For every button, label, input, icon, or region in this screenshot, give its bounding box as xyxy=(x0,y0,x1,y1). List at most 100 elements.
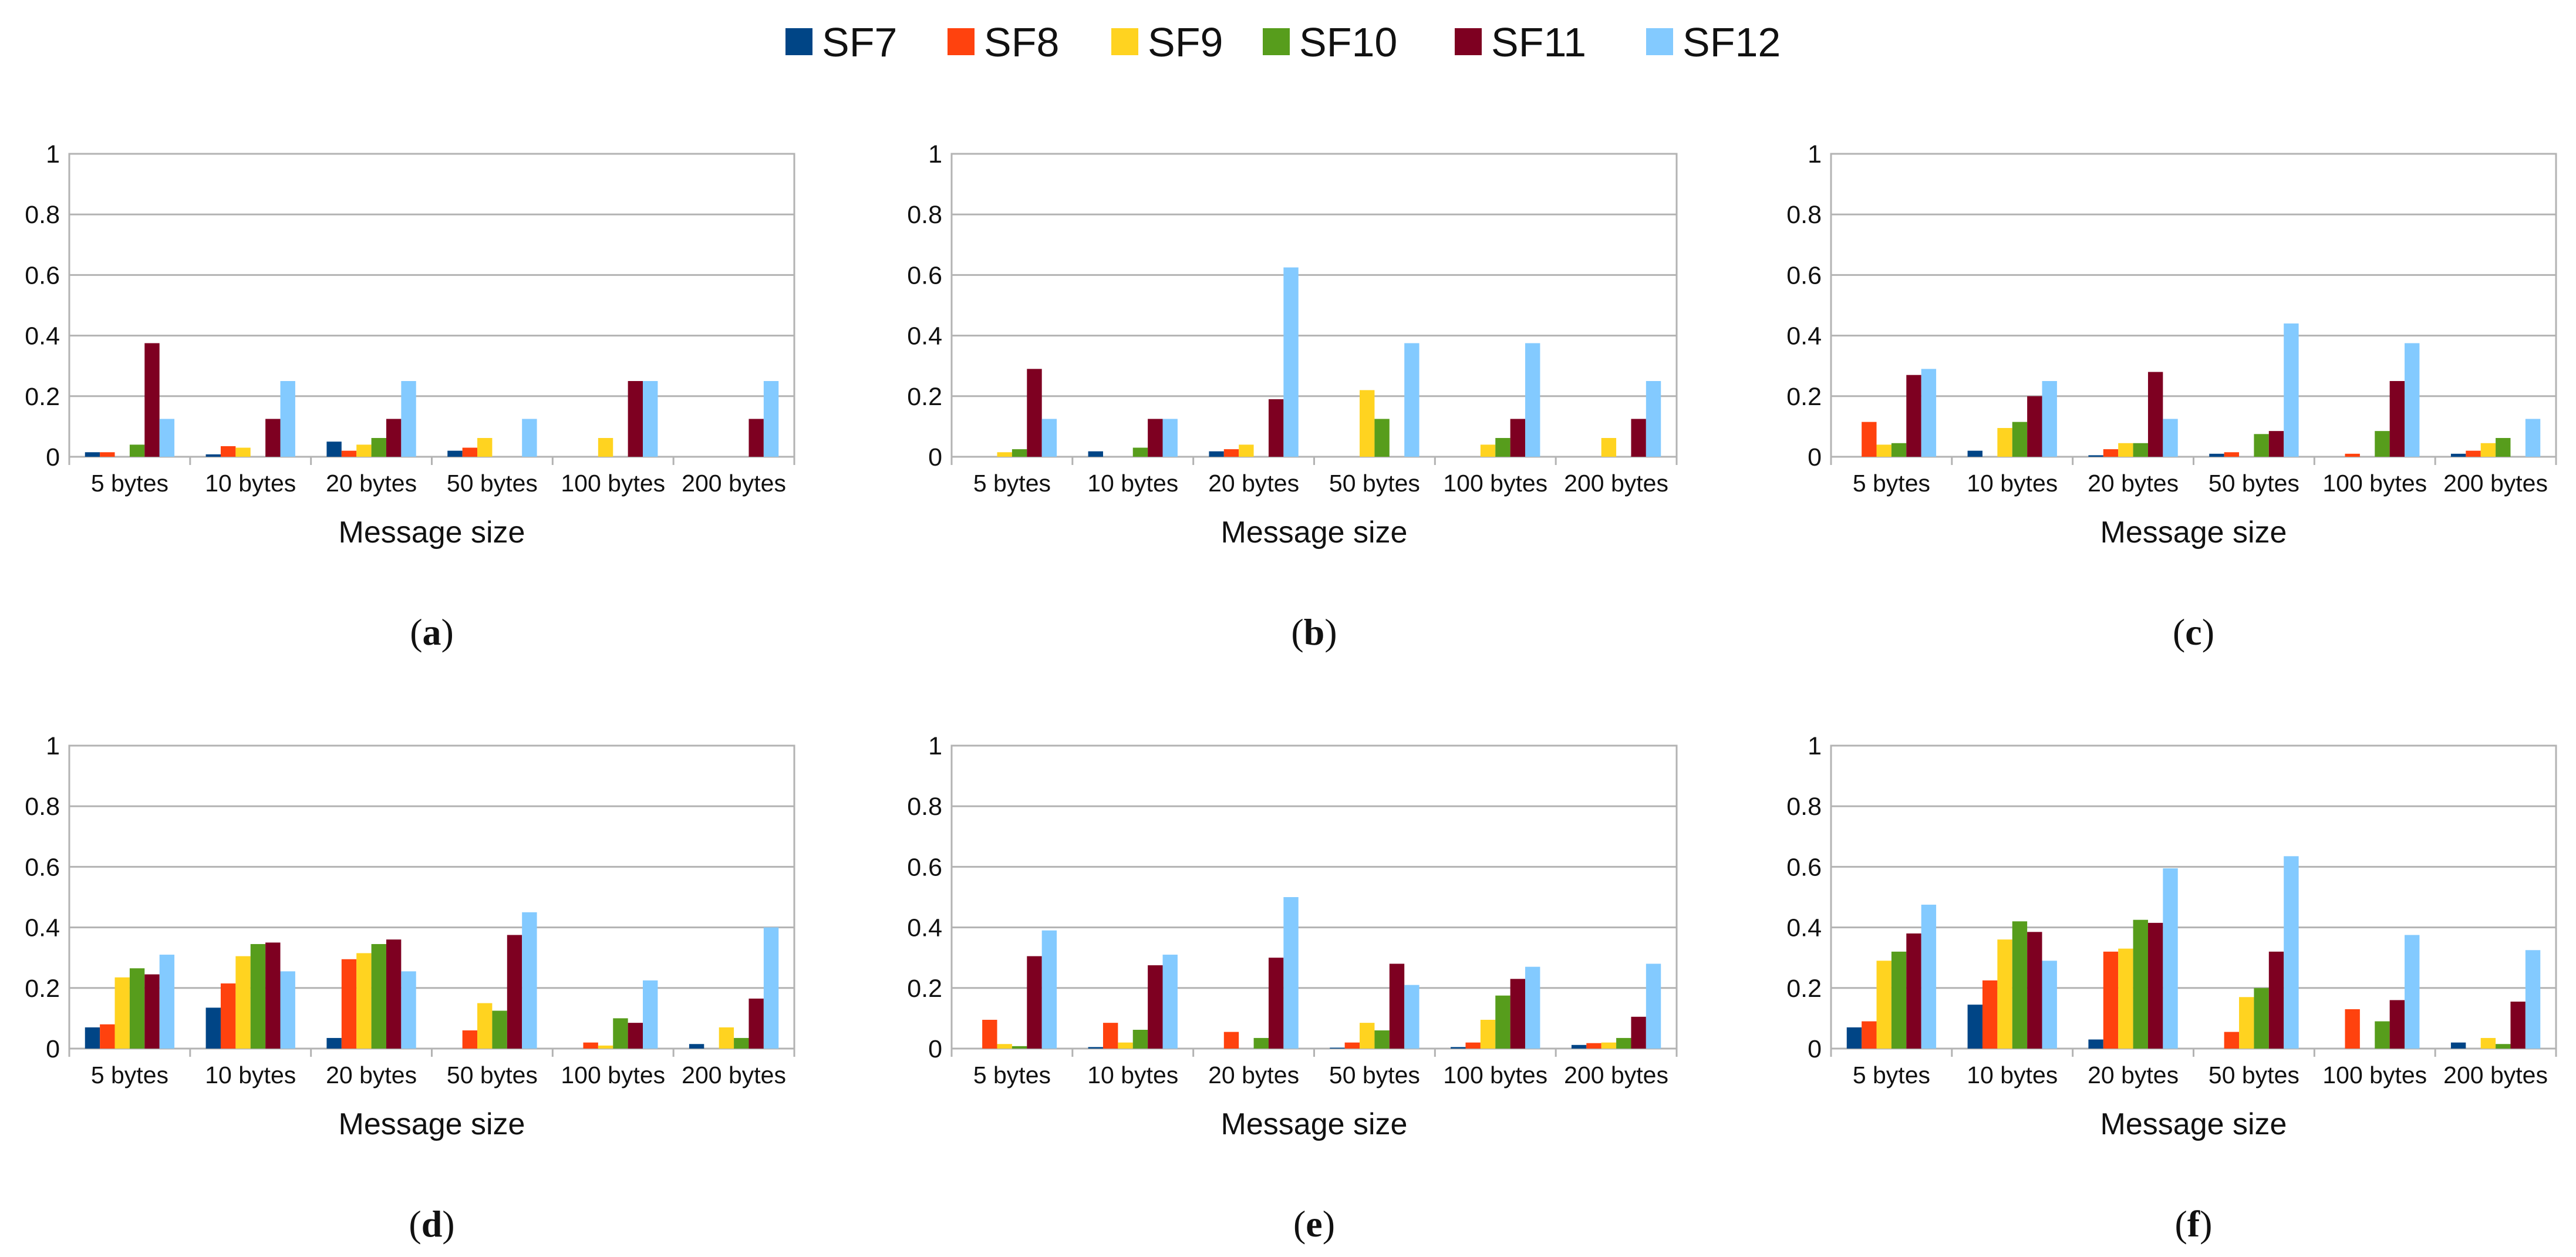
bar-sf11-2 xyxy=(265,942,281,1049)
y-tick-label: 0.4 xyxy=(907,914,942,942)
x-tick-label: 200 bytes xyxy=(2443,470,2548,497)
y-tick-label: 0.6 xyxy=(25,261,60,289)
bar-sf9-4 xyxy=(2239,997,2254,1049)
bar-sf9-5 xyxy=(1480,444,1496,457)
bar-sf9-2 xyxy=(1997,939,2012,1049)
bar-sf10-5 xyxy=(2375,1021,2390,1049)
bar-sf11-5 xyxy=(1510,419,1526,457)
bar-sf10-4 xyxy=(1374,419,1390,457)
x-tick-label: 50 bytes xyxy=(1329,470,1420,497)
bar-sf10-5 xyxy=(1495,995,1510,1049)
bar-sf10-4 xyxy=(2254,988,2269,1049)
bar-sf12-4 xyxy=(1404,985,1420,1049)
bar-sf10-2 xyxy=(2012,422,2028,457)
bar-sf8-3 xyxy=(2103,449,2119,457)
legend-swatch xyxy=(1455,28,1482,55)
legend-label: SF12 xyxy=(1683,19,1781,65)
bar-sf7-1 xyxy=(85,452,100,457)
bar-sf10-6 xyxy=(734,1037,749,1049)
y-tick-label: 0 xyxy=(928,1035,942,1063)
bar-sf12-6 xyxy=(2525,950,2541,1049)
bar-sf7-6 xyxy=(2450,1042,2466,1049)
bar-sf7-2 xyxy=(1967,1005,1982,1049)
bar-sf8-3 xyxy=(341,450,357,457)
bar-sf8-3 xyxy=(1223,1032,1239,1049)
x-tick-label: 100 bytes xyxy=(2322,1061,2427,1088)
legend-label: SF11 xyxy=(1491,19,1586,65)
bar-sf12-1 xyxy=(1041,419,1057,457)
plot-frame xyxy=(950,153,1678,458)
bar-sf10-6 xyxy=(1616,1037,1631,1049)
bar-sf10-1 xyxy=(1011,1046,1027,1049)
bar-sf8-2 xyxy=(1982,980,1998,1049)
bar-sf9-1 xyxy=(997,1044,1012,1049)
bar-sf7-5 xyxy=(1451,1047,1466,1049)
x-tick-label: 20 bytes xyxy=(326,1061,417,1088)
bar-sf11-3 xyxy=(2147,372,2163,457)
bar-sf7-1 xyxy=(1846,1027,1862,1049)
bar-sf12-2 xyxy=(280,971,295,1049)
bar-sf9-2 xyxy=(1997,427,2012,457)
bar-sf11-3 xyxy=(1268,399,1284,457)
y-tick-label: 0.2 xyxy=(907,383,942,411)
x-tick-label: 10 bytes xyxy=(205,470,296,497)
x-axis-label: Message size xyxy=(1221,515,1408,550)
bar-sf9-3 xyxy=(1239,444,1254,457)
y-tick-label: 0 xyxy=(46,443,60,471)
bar-sf8-1 xyxy=(1862,1021,1877,1049)
bar-sf11-3 xyxy=(386,939,402,1049)
bar-sf8-4 xyxy=(462,1030,478,1049)
bar-sf10-1 xyxy=(1891,443,1907,457)
bar-sf9-6 xyxy=(719,1027,734,1049)
bar-sf7-6 xyxy=(2450,453,2466,457)
y-tick-label: 0.2 xyxy=(25,975,60,1003)
y-tick-label: 0.8 xyxy=(1786,793,1822,821)
bar-sf10-2 xyxy=(1132,1030,1148,1049)
bar-sf9-5 xyxy=(598,438,613,457)
bar-sf10-3 xyxy=(371,438,386,457)
chart-panel-f: 0 0.2 0.4 0.6 0.8 1 5 bytes 10 bytes 20 bytes 50 … xyxy=(1786,732,2557,1245)
bar-sf8-3 xyxy=(2103,951,2119,1049)
bar-sf12-4 xyxy=(522,419,537,457)
bar-sf8-4 xyxy=(1344,1042,1360,1049)
bar-sf11-4 xyxy=(507,935,522,1049)
bar-sf10-4 xyxy=(492,1010,507,1049)
y-tick-label: 0.8 xyxy=(907,201,942,229)
bar-sf12-1 xyxy=(159,955,175,1049)
bar-sf10-4 xyxy=(2254,434,2269,457)
legend-swatch xyxy=(1646,28,1673,55)
x-tick-label: 5 bytes xyxy=(1853,470,1930,497)
bar-sf11-1 xyxy=(1027,369,1042,457)
bar-sf11-3 xyxy=(386,419,402,457)
bar-sf7-4 xyxy=(1330,1047,1345,1049)
bar-sf8-6 xyxy=(1586,1043,1601,1049)
plot-frame xyxy=(950,744,1678,1050)
y-tick-label: 1 xyxy=(1808,732,1822,760)
bar-sf10-2 xyxy=(250,943,266,1049)
y-tick-label: 0.6 xyxy=(1786,261,1822,289)
x-tick-label: 10 bytes xyxy=(205,1061,296,1088)
bar-sf8-5 xyxy=(2345,1009,2360,1049)
bar-sf8-3 xyxy=(341,959,357,1049)
bar-sf10-5 xyxy=(1495,438,1510,457)
x-tick-label: 20 bytes xyxy=(1208,1061,1299,1088)
bar-sf8-1 xyxy=(1862,422,1877,457)
legend-label: SF8 xyxy=(984,19,1059,65)
chart-panel-d: 0 0.2 0.4 0.6 0.8 1 5 bytes 10 bytes 20 bytes 50 … xyxy=(25,732,795,1245)
bar-sf11-2 xyxy=(2027,396,2042,457)
bar-sf9-3 xyxy=(2118,443,2133,457)
bar-sf7-6 xyxy=(1571,1044,1587,1049)
bar-sf12-2 xyxy=(280,381,295,457)
bar-sf12-6 xyxy=(2525,419,2541,457)
y-tick-label: 0.4 xyxy=(1786,322,1822,351)
bar-sf8-1 xyxy=(100,452,115,457)
chart-panel-b: 0 0.2 0.4 0.6 0.8 1 5 bytes 10 bytes 20 bytes 50 … xyxy=(907,140,1678,653)
legend-item-sf10: SF10 xyxy=(1263,19,1397,65)
x-tick-label: 10 bytes xyxy=(1967,470,2058,497)
bar-sf7-3 xyxy=(326,1037,342,1049)
x-tick-label: 5 bytes xyxy=(91,1061,168,1088)
bar-sf12-5 xyxy=(643,980,658,1049)
bar-sf8-1 xyxy=(100,1024,115,1049)
bar-sf7-3 xyxy=(2088,1039,2103,1049)
